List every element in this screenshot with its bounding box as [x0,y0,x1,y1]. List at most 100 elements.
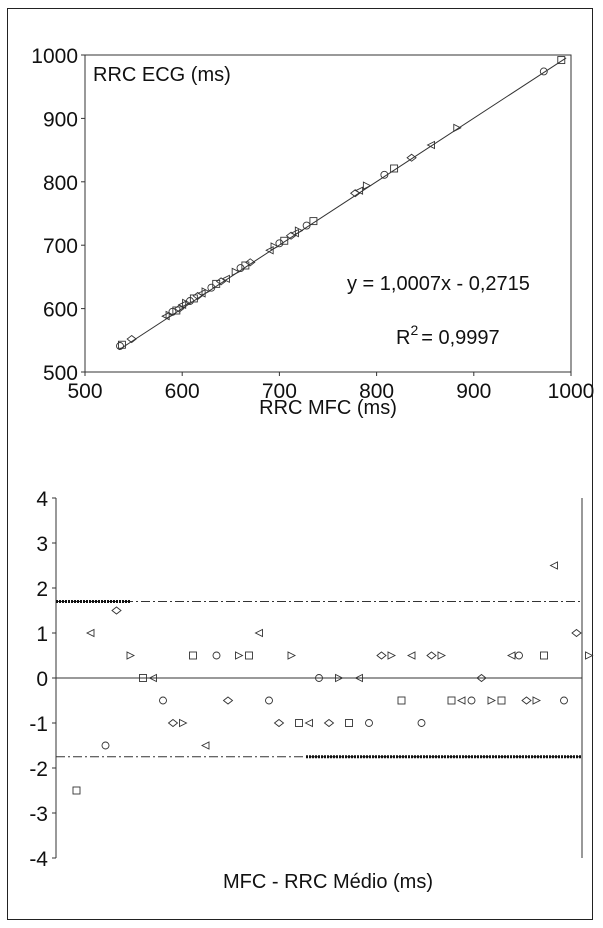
data-point [397,696,406,705]
data-points [72,561,594,795]
data-point [72,786,81,795]
y-tick-label: 0 [36,668,48,691]
data-point [215,277,227,286]
data-point [539,67,548,76]
plot-area [84,54,572,373]
data-point [417,719,426,727]
data-point [453,123,462,133]
data-point [231,267,241,277]
data-point [221,274,230,284]
r-squared: R2 = 0,9997 [396,322,500,349]
data-point [387,651,397,660]
data-point [265,246,274,255]
data-point [167,718,179,728]
data-point [222,696,234,705]
data-point [476,673,487,683]
y-tick-label: -4 [29,848,48,871]
data-point [309,217,318,226]
data-point [126,651,136,660]
x-axis-label: MFC - RRC Médio (ms) [223,871,433,893]
y-tick-label: 1 [36,623,48,646]
data-point [426,651,437,660]
data-point [467,696,476,705]
y-tick-label: 900 [43,108,78,131]
data-point [101,741,110,750]
data-point [117,340,126,349]
data-point [174,304,185,313]
x-tick-label: 800 [359,380,394,403]
data-point [265,696,273,705]
data-point [304,718,313,728]
data-point [245,651,253,660]
y-tick-label: -1 [29,713,48,736]
y-tick-label: -2 [29,758,48,781]
data-point [294,226,304,235]
y-tick-label: 700 [43,235,78,258]
data-point [241,261,250,270]
data-point [179,718,188,728]
data-point [532,696,542,705]
data-point [557,56,566,65]
data-point [390,164,399,173]
data-point [437,651,447,660]
data-point [447,696,456,705]
data-point [549,561,558,570]
data-point [236,264,245,272]
data-point [111,606,122,615]
data-point [270,242,280,251]
data-point [506,651,516,660]
data-point [200,741,210,750]
data-point [85,628,95,638]
data-point [406,153,417,162]
data-point [354,186,364,195]
x-tick-label: 1000 [548,380,595,403]
y-axis-ticks: 4 3 2 1 0 -1 -2 -3 -4 [29,488,56,871]
data-point [287,651,297,660]
data-point [380,170,389,179]
x-tick-label: 500 [67,380,102,403]
x-axis-ticks: 500 600 700 800 900 1000 [67,372,594,403]
data-point [323,718,335,728]
y-tick-label: 3 [36,533,48,556]
data-point [280,236,289,245]
data-point [235,651,244,660]
data-point [585,651,594,660]
regression-equation: y = 1,0007x - 0,2715 [347,273,530,295]
data-point [365,719,373,727]
data-point [497,696,506,705]
data-point [560,696,568,705]
data-point [212,651,221,660]
bland-altman-plot: 4 3 2 1 0 -1 -2 -3 -4 MFC - RRC Médio (ms) [29,488,594,893]
y-axis-ticks: 500 600 700 800 900 1000 [31,45,85,385]
data-point [302,221,311,230]
data-point [139,674,147,682]
data-point [254,628,263,638]
data-point [116,342,124,350]
y-tick-label: 800 [43,172,78,195]
y-tick-label: 4 [36,488,48,511]
data-point [376,651,387,660]
y-axis-label: RRC ECG (ms) [93,64,231,86]
data-point [521,696,532,705]
data-point [406,651,416,660]
y-tick-label: 500 [43,362,78,385]
data-points [116,56,566,350]
data-point [148,673,157,683]
data-point [515,651,523,660]
x-tick-label: 900 [456,380,491,403]
data-point [275,239,284,248]
figure-frame [7,8,593,920]
data-point [159,696,167,705]
x-tick-label: 600 [165,380,200,403]
y-tick-label: -3 [29,803,48,826]
y-tick-label: 1000 [31,45,78,68]
data-point [245,258,256,267]
data-point [201,287,211,296]
data-point [571,628,582,638]
data-point [273,718,285,728]
data-point [295,719,303,727]
data-point [335,673,344,683]
data-point [362,181,372,190]
data-point [354,673,363,683]
